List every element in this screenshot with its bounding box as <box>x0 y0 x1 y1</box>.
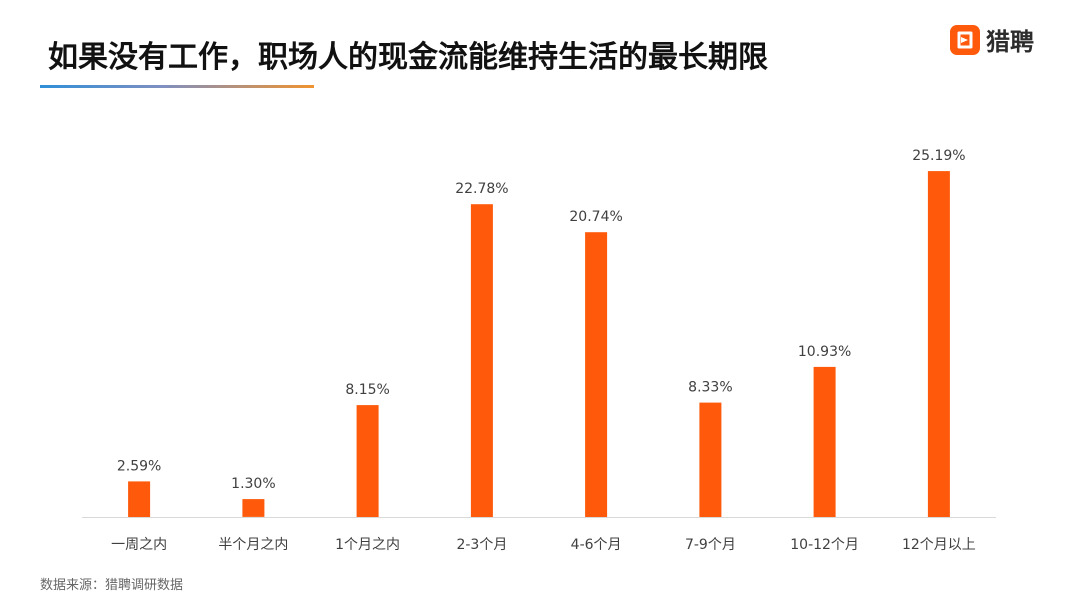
data-label-4: 20.74% <box>569 209 622 225</box>
bar-5 <box>699 402 722 517</box>
data-label-3: 22.78% <box>455 181 508 197</box>
category-label-6: 10-12个月 <box>790 537 859 553</box>
category-label-5: 7-9个月 <box>685 537 736 553</box>
data-label-2: 8.15% <box>345 382 389 398</box>
data-label-1: 1.30% <box>231 476 275 492</box>
title-underline <box>40 85 314 88</box>
bar-3 <box>470 204 493 517</box>
category-label-3: 2-3个月 <box>456 537 507 553</box>
bar-1 <box>242 499 265 517</box>
brand-logo: 猎聘 <box>950 22 1034 57</box>
data-label-7: 25.19% <box>912 148 965 164</box>
category-label-7: 12个月以上 <box>902 537 976 553</box>
category-label-2: 1个月之内 <box>335 537 400 553</box>
bar-0 <box>128 481 151 517</box>
brand-name: 猎聘 <box>986 28 1034 56</box>
category-label-1: 半个月之内 <box>218 537 288 553</box>
bar-2 <box>356 405 379 517</box>
bar-7 <box>927 171 950 517</box>
page-title: 如果没有工作，职场人的现金流能维持生活的最长期限 <box>48 40 768 75</box>
bar-6 <box>813 366 836 517</box>
bar-4 <box>585 232 608 517</box>
data-label-6: 10.93% <box>798 344 851 360</box>
category-label-0: 一周之内 <box>111 537 167 553</box>
data-source-note: 数据来源：猎聘调研数据 <box>40 578 184 593</box>
data-label-5: 8.33% <box>688 380 732 396</box>
category-label-4: 4-6个月 <box>571 537 622 553</box>
liepin-logo-icon <box>950 24 980 55</box>
data-label-0: 2.59% <box>117 458 161 474</box>
